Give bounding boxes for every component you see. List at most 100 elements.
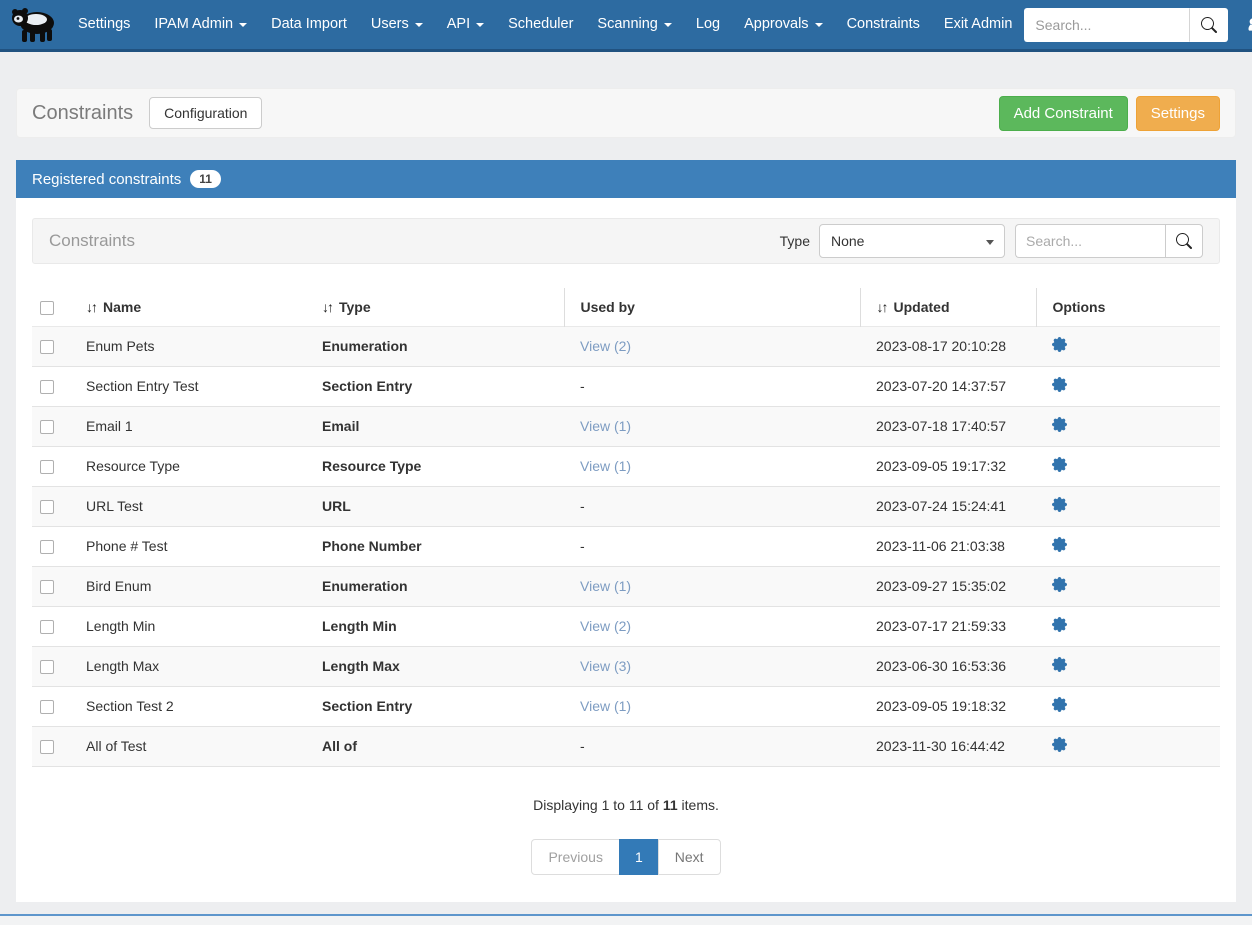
nav-item-ipam-admin[interactable]: IPAM Admin	[142, 0, 259, 49]
options-gear-icon[interactable]	[1052, 657, 1067, 672]
row-checkbox[interactable]	[40, 420, 54, 435]
nav-item-api[interactable]: API	[435, 0, 496, 49]
sort-icon[interactable]	[86, 299, 96, 315]
chevron-down-icon	[814, 22, 823, 27]
used-by-view-link[interactable]: View (1)	[580, 578, 632, 594]
type-filter-label: Type	[779, 233, 810, 249]
used-by-view-link[interactable]: View (1)	[580, 698, 632, 714]
table-row: Section Test 2 Section Entry View (1) 20…	[32, 686, 1220, 727]
options-gear-icon[interactable]	[1052, 497, 1067, 512]
nav-item-users[interactable]: Users	[359, 0, 435, 49]
used-by-none: -	[580, 738, 585, 754]
nav-item-constraints[interactable]: Constraints	[846, 16, 920, 32]
chevron-down-icon	[414, 22, 423, 27]
table-row: Bird Enum Enumeration View (1) 2023-09-2…	[32, 566, 1220, 607]
constraint-type: Section Entry	[306, 686, 564, 727]
table-row: Phone # Test Phone Number - 2023-11-06 2…	[32, 526, 1220, 567]
panel-heading: Registered constraints 11	[16, 160, 1236, 198]
options-gear-icon[interactable]	[1052, 537, 1067, 552]
used-by-none: -	[580, 498, 585, 514]
used-by-view-link[interactable]: View (3)	[580, 658, 632, 674]
table-row: Email 1 Email View (1) 2023-07-18 17:40:…	[32, 406, 1220, 447]
constraint-updated: 2023-06-30 16:53:36	[860, 646, 1036, 687]
row-checkbox[interactable]	[40, 340, 54, 355]
constraint-name: Length Min	[70, 606, 306, 647]
row-checkbox[interactable]	[40, 620, 54, 635]
table-search-button[interactable]	[1165, 224, 1203, 258]
table-row: All of Test All of - 2023-11-30 16:44:42	[32, 726, 1220, 767]
constraint-updated: 2023-11-30 16:44:42	[860, 726, 1036, 767]
options-gear-icon[interactable]	[1052, 577, 1067, 592]
options-gear-icon[interactable]	[1052, 337, 1067, 352]
constraint-type: Length Min	[306, 606, 564, 647]
constraint-updated: 2023-09-05 19:17:32	[860, 446, 1036, 487]
options-gear-icon[interactable]	[1052, 617, 1067, 632]
row-checkbox[interactable]	[40, 700, 54, 715]
navbar-search-button[interactable]	[1190, 7, 1229, 42]
navbar-search-input[interactable]	[1024, 7, 1191, 42]
constraints-table: Name Type Used by Updated Options Enum P…	[32, 288, 1220, 767]
configuration-button[interactable]: Configuration	[149, 97, 263, 129]
used-by-view-link[interactable]: View (2)	[580, 618, 632, 634]
navbar-search-group	[1024, 7, 1229, 42]
sort-icon[interactable]	[322, 299, 332, 315]
nav-item-approvals[interactable]: Approvals	[732, 0, 834, 49]
constraint-updated: 2023-08-17 20:10:28	[860, 325, 1036, 367]
constraints-toolbar: Constraints Type None	[32, 218, 1220, 264]
constraint-name: Bird Enum	[70, 566, 306, 607]
pagination-page-1[interactable]: 1	[618, 838, 659, 875]
table-row: Resource Type Resource Type View (1) 202…	[32, 446, 1220, 487]
options-gear-icon[interactable]	[1052, 697, 1067, 712]
options-gear-icon[interactable]	[1052, 417, 1067, 432]
options-gear-icon[interactable]	[1052, 377, 1067, 392]
panda-logo[interactable]	[10, 3, 56, 47]
options-gear-icon[interactable]	[1052, 737, 1067, 752]
used-by-view-link[interactable]: View (1)	[580, 418, 632, 434]
row-checkbox[interactable]	[40, 740, 54, 755]
constraint-name: All of Test	[70, 726, 306, 767]
sort-icon[interactable]	[877, 299, 887, 315]
column-header-updated[interactable]: Updated	[859, 288, 1036, 326]
table-search-input[interactable]	[1015, 224, 1165, 258]
row-checkbox[interactable]	[40, 580, 54, 595]
row-checkbox[interactable]	[40, 380, 54, 395]
used-by-none: -	[580, 538, 585, 554]
column-header-name[interactable]: Name	[70, 288, 306, 326]
nav-item-exit-admin[interactable]: Exit Admin	[943, 16, 1013, 32]
table-row: Length Min Length Min View (2) 2023-07-1…	[32, 606, 1220, 647]
table-row: Length Max Length Max View (3) 2023-06-3…	[32, 646, 1220, 687]
settings-button[interactable]: Settings	[1135, 95, 1220, 131]
nav-item-scanning[interactable]: Scanning	[585, 0, 683, 49]
search-icon	[1176, 233, 1192, 249]
used-by-view-link[interactable]: View (1)	[580, 458, 632, 474]
items-summary: Displaying 1 to 11 of 11 items.	[533, 796, 719, 813]
user-menu[interactable]	[1242, 12, 1252, 38]
registered-constraints-panel: Registered constraints 11 Constraints Ty…	[16, 160, 1236, 902]
nav-item-scheduler[interactable]: Scheduler	[508, 16, 574, 32]
nav-links: Settings IPAM Admin Data Import Users API Sch…	[66, 0, 1024, 49]
options-gear-icon[interactable]	[1052, 457, 1067, 472]
nav-item-settings[interactable]: Settings	[78, 16, 131, 32]
row-checkbox[interactable]	[40, 500, 54, 515]
pagination-previous[interactable]: Previous	[531, 838, 620, 875]
constraint-type: Enumeration	[306, 325, 564, 367]
chevron-down-icon	[476, 22, 485, 27]
column-header-type[interactable]: Type	[306, 288, 564, 326]
type-filter-select[interactable]: None	[819, 224, 1005, 258]
nav-item-log[interactable]: Log	[695, 16, 721, 32]
select-all-checkbox[interactable]	[40, 300, 54, 315]
constraint-name: Enum Pets	[70, 325, 306, 367]
constraint-name: Section Test 2	[70, 686, 306, 727]
page-footer	[0, 913, 1252, 925]
row-checkbox[interactable]	[40, 540, 54, 555]
used-by-view-link[interactable]: View (2)	[580, 338, 632, 354]
constraint-type: Phone Number	[306, 526, 564, 567]
row-checkbox[interactable]	[40, 660, 54, 675]
nav-item-data-import[interactable]: Data Import	[271, 16, 347, 32]
constraint-name: Resource Type	[70, 446, 306, 487]
page-header-bar: Constraints Configuration Add Constraint…	[16, 88, 1236, 138]
pagination-next[interactable]: Next	[657, 838, 721, 875]
constraint-updated: 2023-11-06 21:03:38	[860, 526, 1036, 567]
row-checkbox[interactable]	[40, 460, 54, 475]
add-constraint-button[interactable]: Add Constraint	[998, 95, 1128, 131]
